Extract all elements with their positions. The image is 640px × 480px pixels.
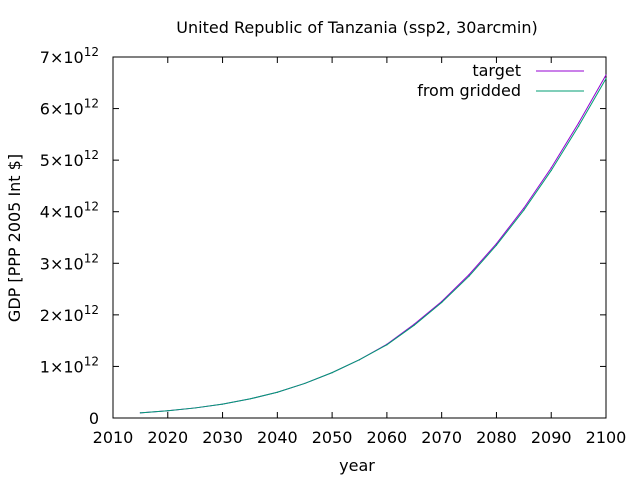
data-point: [386, 344, 388, 346]
x-tick-label: 2030: [202, 428, 243, 447]
y-tick-exponent: 12: [84, 97, 99, 111]
data-point: [605, 78, 607, 80]
y-tick-mantissa: 2×10: [40, 306, 84, 325]
y-tick-mantissa: 3×10: [40, 254, 84, 273]
data-point: [578, 125, 580, 127]
data-point: [468, 275, 470, 277]
data-point: [331, 372, 333, 374]
y-axis-label: GDP [PPP 2005 Int $]: [5, 154, 24, 322]
data-point: [523, 209, 525, 211]
x-tick-label: 2050: [312, 428, 353, 447]
y-tick-mantissa: 0: [89, 409, 99, 428]
data-point: [550, 167, 552, 169]
x-axis: 2010 2020 2030 2040 2050 2060 2070 2080 2090 2100: [93, 57, 627, 447]
x-tick-label: 2010: [93, 428, 134, 447]
y-tick-label: 0: [89, 409, 99, 428]
data-point: [468, 274, 470, 276]
chart-title: United Republic of Tanzania (ssp2, 30arc…: [176, 18, 537, 37]
data-point: [194, 407, 196, 409]
data-point: [605, 74, 607, 76]
y-tick-mantissa: 4×10: [40, 203, 84, 222]
data-point: [358, 359, 361, 361]
series-line-1: [140, 78, 607, 414]
y-tick-exponent: 12: [84, 251, 99, 265]
y-tick-label: 3×1012: [40, 251, 99, 273]
series-lines: [139, 74, 607, 414]
data-point: [578, 122, 580, 124]
y-tick-exponent: 12: [84, 148, 99, 162]
y-tick-label: 7×1012: [40, 45, 99, 67]
y-tick-exponent: 12: [84, 200, 99, 214]
y-axis: 01×10122×10123×10124×10125×10126×10127×1…: [40, 45, 606, 428]
plot-frame: [112, 56, 607, 419]
plot-area: [112, 56, 607, 419]
data-point: [304, 382, 306, 385]
y-tick-exponent: 12: [84, 303, 99, 317]
y-tick-label: 5×1012: [40, 148, 99, 170]
y-tick-mantissa: 6×10: [40, 100, 84, 119]
y-tick-label: 2×1012: [40, 303, 99, 325]
x-tick-label: 2020: [147, 428, 188, 447]
data-point: [167, 410, 169, 412]
data-point: [441, 301, 443, 304]
data-point: [495, 243, 498, 245]
data-point: [523, 207, 525, 209]
series-line-0: [140, 74, 607, 414]
data-point: [413, 324, 415, 326]
y-tick-mantissa: 1×10: [40, 357, 84, 376]
data-point: [139, 412, 141, 414]
y-tick-mantissa: 5×10: [40, 151, 84, 170]
x-tick-label: 2080: [476, 428, 517, 447]
x-tick-label: 2070: [421, 428, 462, 447]
data-point: [495, 244, 498, 246]
y-tick-label: 6×1012: [40, 97, 99, 119]
y-tick-mantissa: 7×10: [40, 48, 84, 67]
y-tick-exponent: 12: [84, 45, 99, 59]
x-tick-label: 2090: [531, 428, 572, 447]
x-tick-label: 2060: [367, 428, 408, 447]
data-point: [550, 169, 552, 172]
y-tick-label: 4×1012: [40, 200, 99, 222]
data-point: [221, 403, 224, 405]
legend-label: target: [472, 61, 521, 80]
y-tick-label: 1×1012: [40, 354, 99, 376]
x-tick-label: 2040: [257, 428, 298, 447]
data-point: [249, 398, 251, 400]
x-tick-label: 2100: [586, 428, 627, 447]
y-tick-exponent: 12: [84, 354, 99, 368]
x-axis-label: year: [339, 456, 375, 475]
data-point: [276, 391, 278, 393]
legend-label: from gridded: [417, 81, 521, 100]
